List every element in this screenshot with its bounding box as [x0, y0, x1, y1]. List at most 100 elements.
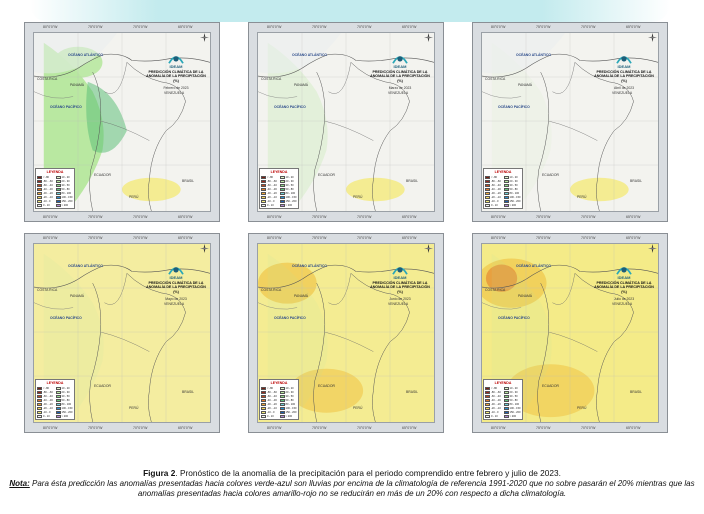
legend-row: -10 - 0 — [261, 410, 279, 414]
legend-swatch — [261, 406, 266, 410]
legend-swatch — [55, 183, 61, 187]
legend-swatch — [279, 191, 285, 195]
legend-row: > 200 — [55, 203, 74, 207]
legend-range: > 200 — [509, 414, 517, 418]
longitude-tick: 70°0'0"W — [133, 25, 148, 29]
costa-rica-label: COSTA RICA — [261, 77, 282, 81]
ocean-pacific-label: OCÉANO PACÍFICO — [498, 316, 530, 320]
legend-swatch — [55, 203, 61, 207]
venezuela-label: VENEZUELA — [164, 302, 185, 306]
legend-row: -30 - -20 — [261, 402, 279, 406]
legend-range: -30 - -20 — [267, 191, 277, 195]
longitude-tick: 75°0'0"W — [312, 426, 327, 430]
legend-range: 0 - 10 — [491, 414, 498, 418]
border-internal — [324, 120, 374, 141]
ocean-atlantic-label: OCÉANO ATLÁNTICO — [68, 53, 104, 57]
legend-row: -80 - -60 — [485, 179, 503, 183]
longitude-tick: 80°0'0"W — [43, 426, 58, 430]
legend-swatch — [37, 394, 42, 398]
north-arrow-icon — [648, 33, 657, 42]
longitude-tick: 70°0'0"W — [581, 236, 596, 240]
legend-row: -10 - 0 — [261, 199, 279, 203]
legend-swatch — [503, 394, 509, 398]
longitude-tick: 65°0'0"W — [178, 215, 193, 219]
brasil-label: BRASIL — [630, 179, 643, 183]
legend-row: 50 - 80 — [279, 398, 298, 402]
legend-swatch — [261, 187, 266, 191]
longitude-tick: 80°0'0"W — [43, 236, 58, 240]
legend-row: 80 - 100 — [55, 191, 74, 195]
ideam-logo-icon — [168, 56, 184, 64]
longitude-tick: 80°0'0"W — [43, 25, 58, 29]
legend-swatch — [503, 175, 509, 179]
legend-row: -20 - -10 — [485, 406, 503, 410]
legend-range: -10 - 0 — [43, 410, 51, 414]
legend-range: 80 - 100 — [61, 191, 72, 195]
legend-range: < -80 — [491, 386, 497, 390]
legend-range: 100 - 150 — [509, 195, 521, 199]
legend-swatch — [279, 199, 285, 203]
legend-swatch — [279, 410, 285, 414]
legend-swatch — [503, 183, 509, 187]
anomaly-legend: LEYENDA < -80 10 - 20 -80 - -60 20 - 30 -60 -… — [483, 379, 523, 420]
legend-row: 150 - 200 — [279, 410, 298, 414]
legend-swatch — [37, 390, 42, 394]
legend-row: 80 - 100 — [503, 402, 522, 406]
border-internal — [100, 120, 150, 141]
legend-row: < -80 — [485, 175, 503, 179]
legend-range: 80 - 100 — [509, 191, 520, 195]
border-internal — [324, 331, 374, 352]
legend-row: 10 - 20 — [503, 386, 522, 390]
legend-row: 50 - 80 — [279, 187, 298, 191]
legend-range: -40 - -30 — [267, 187, 277, 191]
forecast-map-2: OCÉANO ATLÁNTICO OCÉANO PACÍFICO COSTA RIC… — [472, 22, 668, 222]
ecuador-label: ECUADOR — [94, 173, 111, 177]
excess-area-andes — [86, 81, 127, 153]
legend-swatch — [55, 406, 61, 410]
legend-row: -20 - -10 — [485, 195, 503, 199]
legend-swatch — [503, 398, 509, 402]
legend-range: -20 - -10 — [267, 195, 277, 199]
border-internal — [328, 273, 352, 305]
legend-swatch — [37, 191, 42, 195]
longitude-tick: 75°0'0"W — [312, 236, 327, 240]
map-title: PREDICCIÓN CLIMÁTICA DE LA ANOMALÍA DE L… — [370, 70, 430, 83]
ocean-atlantic-label: OCÉANO ATLÁNTICO — [516, 53, 552, 57]
border-east — [126, 273, 186, 422]
legend-row: 30 - 50 — [279, 183, 298, 187]
longitude-tick: 65°0'0"W — [402, 215, 417, 219]
legend-swatch — [261, 191, 266, 195]
longitude-tick: 65°0'0"W — [402, 426, 417, 430]
border-internal — [104, 273, 128, 305]
ocean-area — [258, 33, 342, 74]
legend-row: < -80 — [485, 386, 503, 390]
legend-range: -40 - -30 — [43, 187, 53, 191]
legend-range: 150 - 200 — [61, 199, 73, 203]
brasil-label: BRASIL — [182, 179, 195, 183]
legend-swatch — [485, 191, 490, 195]
legend-swatch — [37, 195, 42, 199]
peru-label: PERÚ — [577, 195, 587, 199]
longitude-tick: 70°0'0"W — [357, 236, 372, 240]
legend-swatch — [485, 199, 490, 203]
longitude-tick: 70°0'0"W — [357, 215, 372, 219]
legend-range: 30 - 50 — [285, 394, 294, 398]
legend-row: 0 - 10 — [37, 203, 55, 207]
legend-range: > 200 — [285, 414, 293, 418]
forecast-map-4: OCÉANO ATLÁNTICO OCÉANO PACÍFICO COSTA RIC… — [248, 233, 444, 433]
legend-row: 80 - 100 — [279, 402, 298, 406]
legend-swatch — [279, 406, 285, 410]
legend-range: 20 - 30 — [285, 390, 294, 394]
legend-range: -10 - 0 — [43, 199, 51, 203]
legend-range: -20 - -10 — [491, 406, 501, 410]
legend-swatch — [279, 175, 285, 179]
border-internal — [104, 62, 128, 94]
legend-range: -20 - -10 — [491, 195, 501, 199]
legend-row: -80 - -60 — [261, 179, 279, 183]
legend-row: 10 - 20 — [279, 386, 298, 390]
legend-swatch — [503, 203, 509, 207]
legend-swatch — [503, 386, 509, 390]
legend-range: 50 - 80 — [509, 398, 518, 402]
figure-text: . Pronóstico de la anomalía de la precip… — [175, 468, 561, 478]
legend-range: -60 - -40 — [267, 394, 277, 398]
